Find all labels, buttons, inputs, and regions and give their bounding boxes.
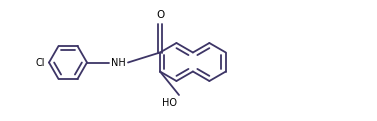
- Text: HO: HO: [162, 98, 177, 108]
- Text: NH: NH: [111, 57, 126, 68]
- Text: Cl: Cl: [35, 57, 45, 68]
- Text: O: O: [156, 10, 164, 20]
